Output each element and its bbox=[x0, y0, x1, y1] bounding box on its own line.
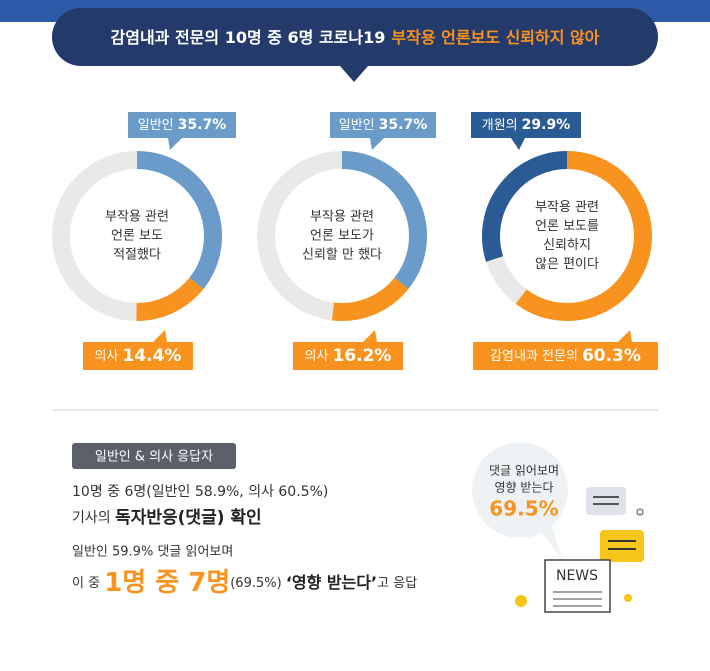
segment-value: 14.4% bbox=[122, 346, 181, 366]
text: 고 응답 bbox=[377, 576, 417, 591]
dot bbox=[515, 595, 527, 607]
donut-center-text: 부작용 관련 bbox=[535, 200, 599, 215]
label-pointer bbox=[168, 138, 182, 150]
donut-segment bbox=[482, 151, 568, 262]
donut-center-text: 언론 보도가 bbox=[310, 229, 374, 244]
segment-value: 60.3% bbox=[582, 346, 641, 366]
label-box bbox=[471, 112, 581, 138]
chat-icon-yellow bbox=[600, 530, 644, 562]
news-icon bbox=[544, 559, 611, 613]
header-title: 감염내과 전문의 10명 중 6명 코로나19 부작용 언론보도 신뢰하지 않아 bbox=[111, 28, 600, 47]
title-highlight: 부작용 언론보도 신뢰하지 않아 bbox=[391, 28, 599, 47]
label-pointer bbox=[618, 330, 632, 342]
segment-name: 감염내과 전문의 bbox=[490, 349, 578, 364]
label-text: 감염내과 전문의 60.3% bbox=[490, 346, 641, 366]
dot bbox=[636, 508, 644, 516]
header-pointer bbox=[340, 66, 368, 82]
text-bold: 독자반응(댓글) 확인 bbox=[115, 508, 262, 528]
text: (69.5%) bbox=[230, 576, 286, 591]
label-text: 일반인 35.7% bbox=[339, 117, 427, 133]
donut-segment bbox=[515, 151, 652, 321]
donut-center-text: 언론 보도 bbox=[111, 229, 163, 244]
summary-line: 10명 중 6명(일반인 58.9%, 의사 60.5%) bbox=[72, 484, 328, 500]
bubble-value: 69.5% bbox=[489, 497, 558, 521]
label-box bbox=[473, 342, 658, 370]
donut-center-text: 적절했다 bbox=[113, 247, 161, 263]
label-box bbox=[293, 342, 403, 370]
segment-name: 일반인 bbox=[138, 118, 174, 133]
badge-text: 일반인 & 의사 응답자 bbox=[95, 450, 213, 465]
header-banner bbox=[52, 8, 658, 66]
summary-line: 기사의 독자반응(댓글) 확인 bbox=[72, 508, 262, 528]
title-main: 감염내과 전문의 10명 중 6명 코로나19 bbox=[111, 28, 386, 47]
label-text: 일반인 35.7% bbox=[138, 117, 226, 133]
news-text: NEWS bbox=[556, 568, 598, 584]
bubble-text: 댓글 읽어보며 bbox=[489, 464, 559, 478]
segment-name: 의사 bbox=[305, 349, 329, 364]
label-text: 개원의 29.9% bbox=[482, 117, 570, 133]
chat-icon bbox=[586, 487, 626, 515]
segment-value: 16.2% bbox=[332, 346, 391, 366]
text-highlight: 1명 중 7명 bbox=[104, 568, 230, 598]
summary-line: 이 중 1명 중 7명(69.5%) ‘영향 받는다’고 응답 bbox=[72, 568, 417, 598]
bubble bbox=[472, 442, 568, 538]
segment-name: 개원의 bbox=[482, 118, 518, 133]
donut-segment bbox=[136, 151, 222, 289]
summary-line: 일반인 59.9% 댓글 읽어보며 bbox=[72, 545, 233, 560]
donut-segment bbox=[341, 151, 427, 289]
donut-center-text: 신뢰할 만 했다 bbox=[302, 247, 382, 263]
text-bold: ‘영향 받는다’ bbox=[286, 573, 377, 592]
label-text: 의사 14.4% bbox=[95, 346, 182, 366]
donut-center-text: 언론 보도를 bbox=[535, 219, 599, 234]
dot bbox=[624, 594, 632, 602]
segment-value: 35.7% bbox=[379, 117, 428, 133]
bubble-tail bbox=[540, 525, 562, 560]
donut-center-text: 부작용 관련 bbox=[105, 210, 169, 225]
label-box bbox=[83, 342, 193, 370]
segment-name: 의사 bbox=[95, 349, 119, 364]
label-text: 의사 16.2% bbox=[305, 346, 392, 366]
label-pointer bbox=[370, 138, 384, 150]
bubble-text: 영향 받는다 bbox=[494, 481, 553, 495]
donut-segment bbox=[331, 277, 409, 321]
label-pointer bbox=[153, 330, 167, 342]
text: 기사의 bbox=[72, 510, 115, 526]
segment-name: 일반인 bbox=[339, 118, 375, 133]
segment-value: 29.9% bbox=[522, 117, 571, 133]
donut-center-text: 않은 편이다 bbox=[535, 257, 599, 272]
label-pointer bbox=[363, 330, 377, 342]
badge bbox=[72, 443, 236, 469]
label-box bbox=[128, 112, 236, 138]
label-pointer bbox=[511, 138, 525, 150]
text: 이 중 bbox=[72, 576, 104, 591]
segment-value: 35.7% bbox=[178, 117, 227, 133]
label-box bbox=[330, 112, 436, 138]
donut-center-text: 신뢰하지 bbox=[543, 238, 591, 253]
donut-center-text: 부작용 관련 bbox=[310, 210, 374, 225]
donut-segment bbox=[136, 277, 204, 321]
